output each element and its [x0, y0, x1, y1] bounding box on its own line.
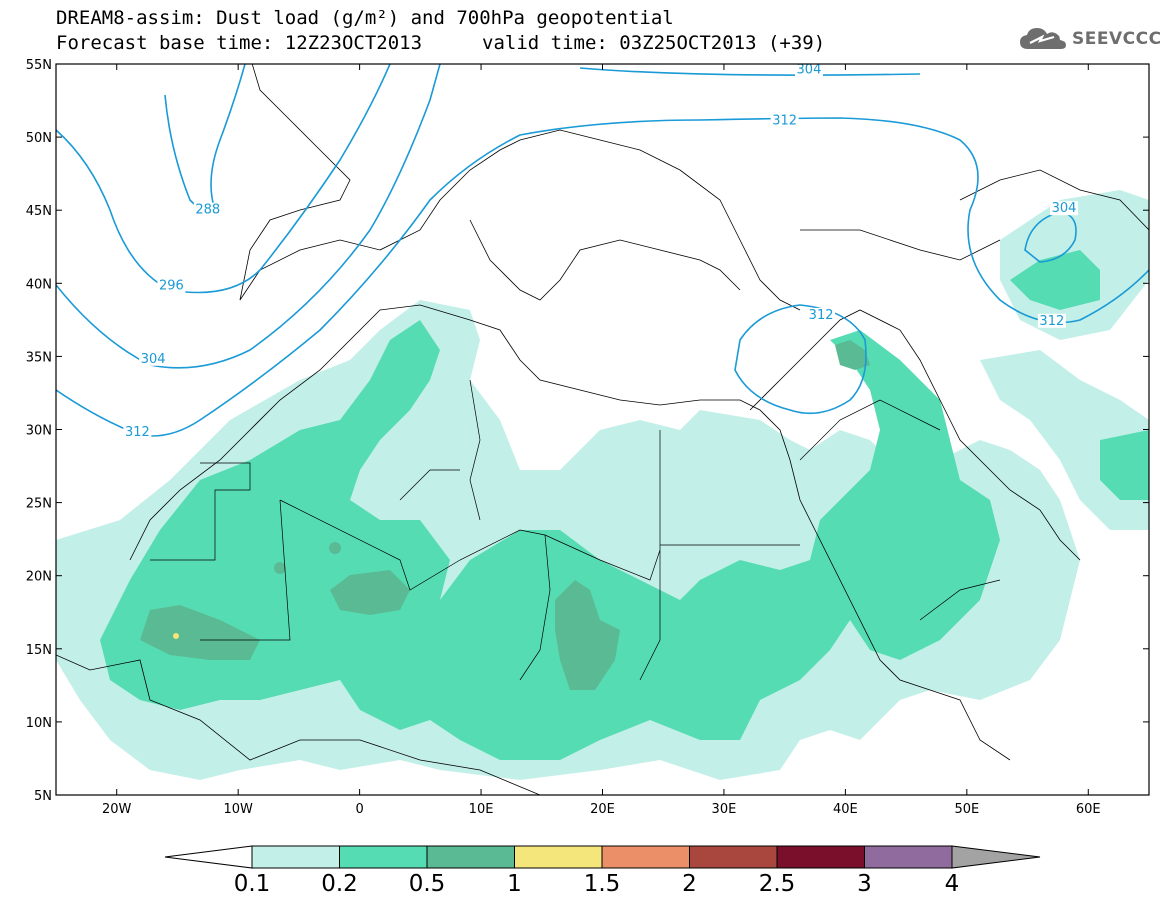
contour-label: 296 — [159, 279, 184, 294]
lat-label: 40N — [26, 277, 52, 292]
contour-label: 312 — [125, 425, 150, 440]
lon-label: 10W — [223, 802, 253, 817]
lon-label: 50E — [954, 802, 979, 817]
contour-label: 312 — [1039, 314, 1064, 329]
contour-label: 288 — [195, 203, 220, 218]
lat-axis: 55N 50N 45N 40N 35N 30N 25N 20N 15N 10N 5N — [26, 58, 1149, 804]
geopotential-contours — [56, 64, 1149, 437]
contour-label-bg — [807, 307, 836, 322]
lon-label: 30E — [712, 802, 737, 817]
colorbar-swatch — [339, 845, 428, 869]
lat-label: 20N — [26, 570, 52, 585]
contour-label-bg — [770, 113, 799, 128]
dust-level-0-2 — [100, 250, 1149, 760]
contour-label-bg — [123, 424, 152, 439]
colorbar-swatch — [776, 845, 865, 869]
map-title: DREAM8-assim: Dust load (g/m²) and 700hP… — [56, 7, 674, 29]
lon-label: 0 — [355, 802, 363, 817]
colorbar-swatch — [601, 845, 690, 869]
lat-label: 50N — [26, 131, 52, 146]
dust-field — [56, 190, 1149, 780]
colorbar-label: 1.5 — [584, 871, 621, 897]
colorbar-swatch — [864, 845, 953, 869]
contour-labels: 288 296 304 312 304 312 312 304 312 — [123, 62, 1078, 440]
contour-label: 304 — [797, 62, 822, 77]
lon-axis: 20W 10W 0 10E 20E 30E 40E 50E 60E — [102, 64, 1101, 817]
contour-label-bg — [193, 202, 222, 217]
lon-label: 20E — [590, 802, 615, 817]
seevccc-logo: SEEVCCC — [1018, 24, 1162, 54]
colorbar-label: 2.5 — [759, 871, 796, 897]
colorbar-label: 0.1 — [234, 871, 271, 897]
lat-label: 25N — [26, 497, 52, 512]
borders — [150, 379, 1001, 681]
colorbar-label: 3 — [857, 871, 872, 897]
colorbar-over-arrow — [951, 845, 1041, 869]
forecast-base-time: Forecast base time: 12Z23OCT2013 — [56, 32, 423, 54]
colorbar-swatch — [689, 845, 778, 869]
contour-label-bg — [794, 62, 823, 77]
colorbar-label: 1 — [507, 871, 522, 897]
lon-label: 20W — [102, 802, 132, 817]
colorbar-label: 4 — [945, 871, 960, 897]
lat-label: 5N — [34, 789, 52, 804]
lon-label: 60E — [1076, 802, 1101, 817]
colorbar-swatch — [426, 845, 515, 869]
contour-label-bg — [1049, 201, 1078, 216]
lon-label: 40E — [833, 802, 858, 817]
contour-label: 312 — [772, 113, 797, 128]
colorbar-under-arrow — [164, 845, 253, 869]
contour-label: 304 — [141, 352, 166, 367]
colorbar-label: 0.2 — [321, 871, 358, 897]
dust-level-1 — [173, 633, 179, 639]
colorbar-label: 0.5 — [409, 871, 446, 897]
lat-label: 55N — [26, 58, 52, 73]
dust-level-0-5 — [140, 340, 870, 690]
contour-label: 304 — [1052, 201, 1077, 216]
contour-label-bg — [157, 278, 186, 293]
contour-label-bg — [139, 351, 168, 366]
lat-label: 30N — [26, 424, 52, 439]
colorbar-swatch — [514, 845, 603, 869]
lon-label: 10E — [469, 802, 494, 817]
logo-text: SEEVCCC — [1072, 29, 1162, 49]
lat-label: 35N — [26, 350, 52, 365]
lat-label: 45N — [26, 204, 52, 219]
lat-label: 10N — [26, 716, 52, 731]
contour-label: 312 — [809, 308, 834, 323]
colorbar: 0.1 0.2 0.5 1 1.5 2 2.5 3 4 — [164, 845, 1041, 897]
contour-label-bg — [1037, 313, 1066, 328]
valid-time: valid time: 03Z25OCT2013 (+39) — [482, 32, 826, 54]
cloud-icon — [1020, 28, 1066, 49]
colorbar-swatch — [251, 845, 340, 869]
lat-label: 15N — [26, 643, 52, 658]
coastlines — [56, 64, 1149, 795]
colorbar-label: 2 — [682, 871, 697, 897]
